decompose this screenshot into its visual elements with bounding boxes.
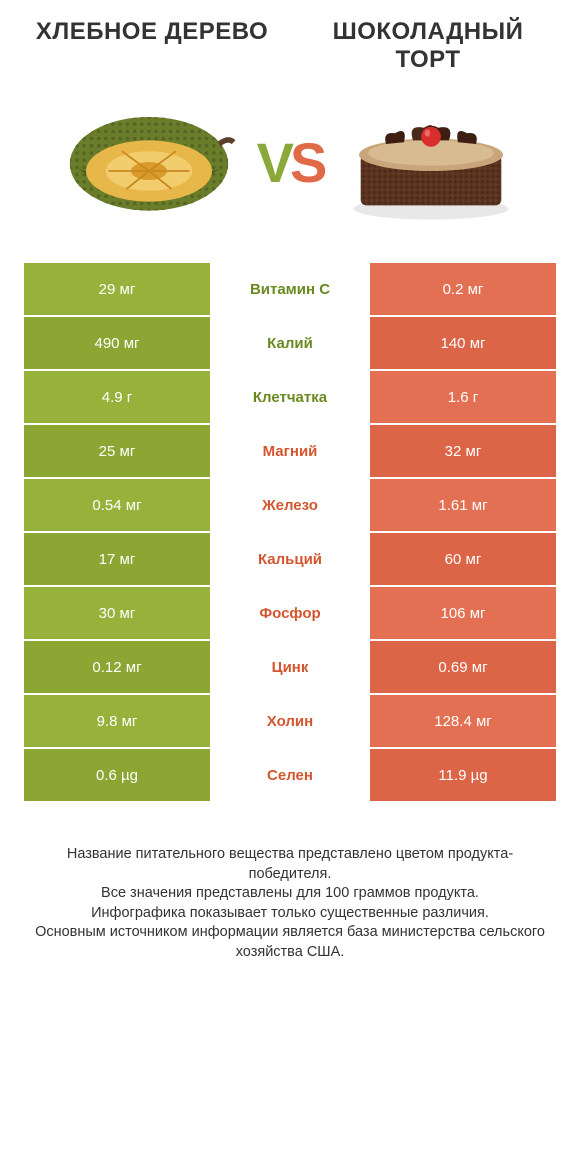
nutrient-row: 0.54 мг Железо 1.61 мг <box>24 479 556 531</box>
nutrient-name-cell: Калий <box>210 317 370 369</box>
right-value-cell: 11.9 µg <box>370 749 556 801</box>
right-value-cell: 140 мг <box>370 317 556 369</box>
right-value-cell: 1.61 мг <box>370 479 556 531</box>
nutrient-name-cell: Железо <box>210 479 370 531</box>
nutrient-name-cell: Клетчатка <box>210 371 370 423</box>
right-value: 1.61 мг <box>438 497 487 514</box>
left-value: 0.54 мг <box>92 497 141 514</box>
left-value: 0.12 мг <box>92 659 141 676</box>
vs-label: VS <box>257 130 324 195</box>
left-value: 17 мг <box>99 551 136 568</box>
right-value: 1.6 г <box>448 389 479 406</box>
left-value: 0.6 µg <box>96 767 138 784</box>
left-value-cell: 4.9 г <box>24 371 210 423</box>
left-value-cell: 0.12 мг <box>24 641 210 693</box>
left-value: 25 мг <box>99 443 136 460</box>
nutrient-row: 25 мг Магний 32 мг <box>24 425 556 477</box>
right-value-cell: 106 мг <box>370 587 556 639</box>
infographic: ХЛЕБНОЕ ДЕРЕВО ШОКОЛАДНЫЙ ТОРТ <box>0 0 580 987</box>
right-value-cell: 32 мг <box>370 425 556 477</box>
footer-notes: Название питательного вещества представл… <box>24 845 556 962</box>
right-value-cell: 1.6 г <box>370 371 556 423</box>
right-food-image <box>341 97 521 227</box>
right-value: 0.2 мг <box>443 281 484 298</box>
right-value: 0.69 мг <box>438 659 487 676</box>
right-value: 106 мг <box>441 605 486 622</box>
nutrient-row: 4.9 г Клетчатка 1.6 г <box>24 371 556 423</box>
right-value: 60 мг <box>445 551 482 568</box>
left-value-cell: 490 мг <box>24 317 210 369</box>
right-value: 140 мг <box>441 335 486 352</box>
left-value: 490 мг <box>95 335 140 352</box>
nutrient-row: 29 мг Витамин C 0.2 мг <box>24 263 556 315</box>
footer-line: Название питательного вещества представл… <box>30 845 550 884</box>
left-value-cell: 9.8 мг <box>24 695 210 747</box>
left-value-cell: 30 мг <box>24 587 210 639</box>
left-title: ХЛЕБНОЕ ДЕРЕВО <box>24 18 280 73</box>
right-value-cell: 60 мг <box>370 533 556 585</box>
left-value-cell: 25 мг <box>24 425 210 477</box>
right-value: 11.9 µg <box>438 767 487 784</box>
nutrient-name-cell: Холин <box>210 695 370 747</box>
right-value: 128.4 мг <box>434 713 492 730</box>
nutrient-name-cell: Магний <box>210 425 370 477</box>
right-value-cell: 0.2 мг <box>370 263 556 315</box>
left-value-cell: 0.6 µg <box>24 749 210 801</box>
hero-row: VS <box>24 97 556 227</box>
nutrient-name-cell: Кальций <box>210 533 370 585</box>
left-value: 4.9 г <box>102 389 133 406</box>
right-value: 32 мг <box>445 443 482 460</box>
left-value-cell: 0.54 мг <box>24 479 210 531</box>
nutrient-name-cell: Селен <box>210 749 370 801</box>
vs-v: V <box>257 131 290 194</box>
nutrient-row: 9.8 мг Холин 128.4 мг <box>24 695 556 747</box>
footer-line: Основным источником информации является … <box>30 923 550 962</box>
nutrient-row: 30 мг Фосфор 106 мг <box>24 587 556 639</box>
nutrient-name-cell: Фосфор <box>210 587 370 639</box>
left-food-image <box>59 97 239 227</box>
right-title: ШОКОЛАДНЫЙ ТОРТ <box>300 18 556 73</box>
titles-row: ХЛЕБНОЕ ДЕРЕВО ШОКОЛАДНЫЙ ТОРТ <box>24 18 556 73</box>
right-value-cell: 0.69 мг <box>370 641 556 693</box>
nutrient-name-cell: Витамин C <box>210 263 370 315</box>
left-value: 30 мг <box>99 605 136 622</box>
footer-line: Инфографика показывает только существенн… <box>30 904 550 924</box>
nutrient-row: 490 мг Калий 140 мг <box>24 317 556 369</box>
footer-line: Все значения представлены для 100 граммо… <box>30 884 550 904</box>
nutrient-name-cell: Цинк <box>210 641 370 693</box>
left-value: 29 мг <box>99 281 136 298</box>
nutrient-row: 0.12 мг Цинк 0.69 мг <box>24 641 556 693</box>
left-value-cell: 29 мг <box>24 263 210 315</box>
nutrient-row: 17 мг Кальций 60 мг <box>24 533 556 585</box>
vs-s: S <box>290 131 323 194</box>
nutrient-table: 29 мг Витамин C 0.2 мг 490 мг Калий 140 мг 4.9… <box>24 263 556 801</box>
left-value-cell: 17 мг <box>24 533 210 585</box>
left-value: 9.8 мг <box>97 713 138 730</box>
nutrient-row: 0.6 µg Селен 11.9 µg <box>24 749 556 801</box>
right-value-cell: 128.4 мг <box>370 695 556 747</box>
